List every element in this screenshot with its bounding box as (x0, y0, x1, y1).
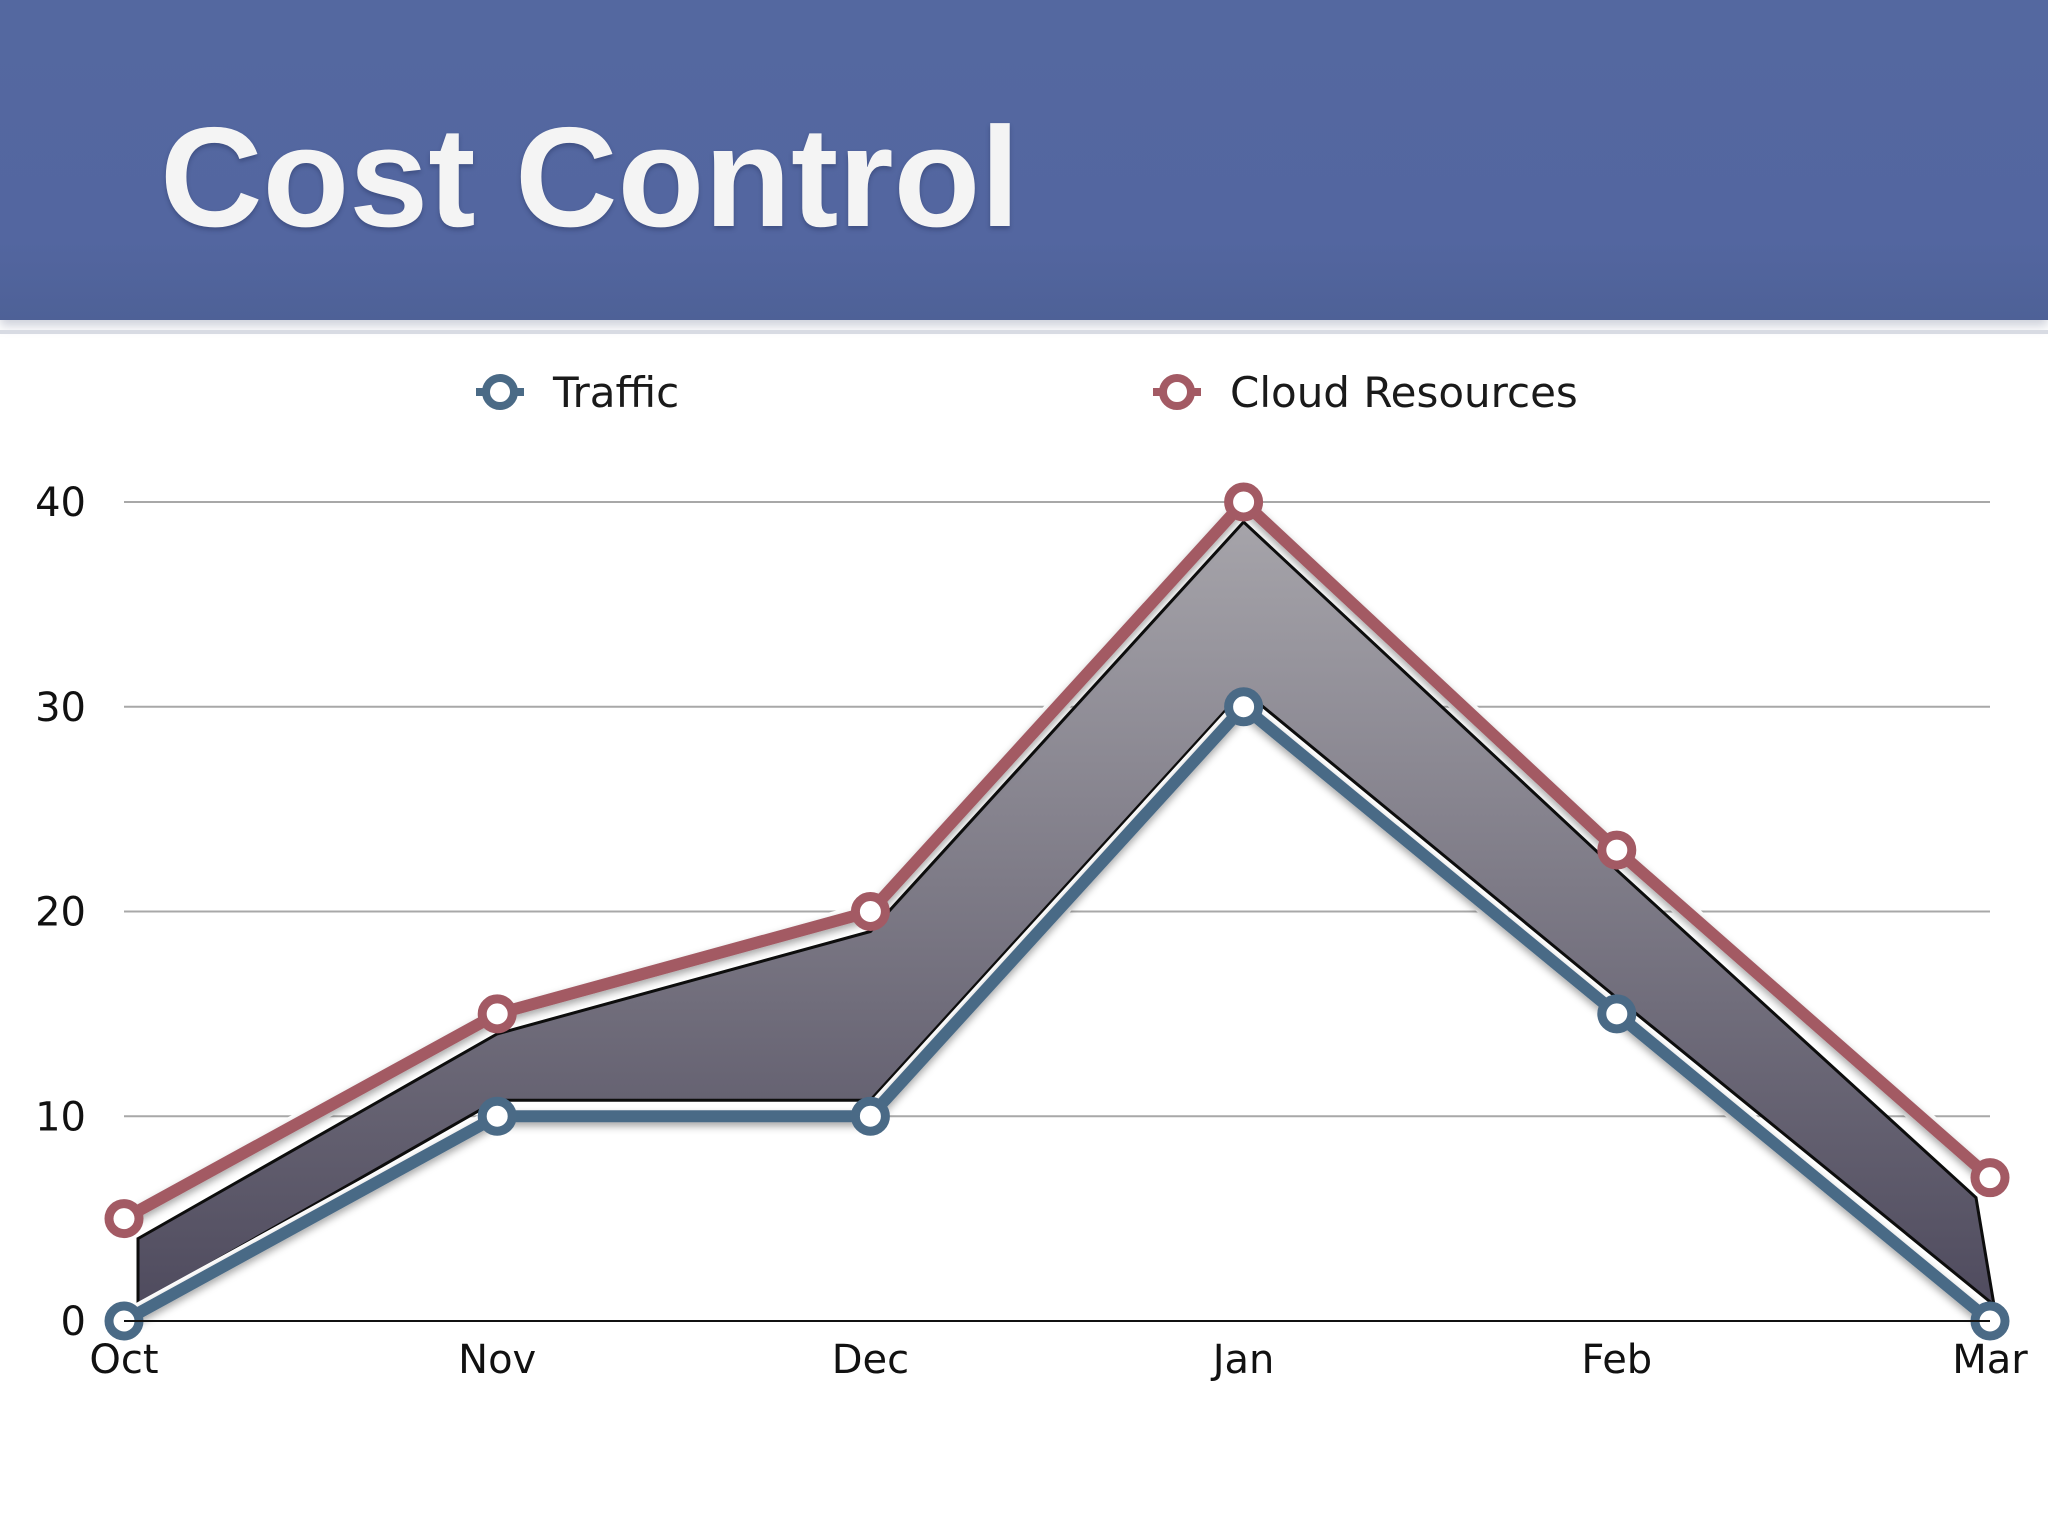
x-tick-label: Dec (832, 1337, 909, 1383)
title-banner (0, 0, 2048, 320)
series-1 (104, 482, 2010, 1239)
y-tick-label: 0 (61, 1299, 86, 1345)
data-point (104, 1199, 144, 1239)
y-tick-label: 30 (35, 685, 86, 731)
y-tick-label: 20 (35, 890, 86, 936)
x-tick-label: Feb (1581, 1337, 1652, 1383)
y-tick-label: 10 (35, 1094, 86, 1140)
x-tick-label: Jan (1210, 1337, 1275, 1383)
axes: 0 10 20 30 40 Oct Nov Dec Jan Feb Mar (35, 480, 2028, 1383)
x-tick-label: Oct (89, 1337, 158, 1383)
legend-item: Traffic (476, 368, 679, 417)
data-point (1970, 1158, 2010, 1198)
series-line (118, 496, 1996, 1225)
legend: Traffic Cloud Resources (476, 368, 1578, 417)
data-point (850, 892, 890, 931)
data-point (1597, 830, 1637, 870)
x-tick-label: Mar (1952, 1337, 2028, 1383)
x-tick-label: Nov (458, 1337, 536, 1383)
y-tick-label: 40 (35, 480, 86, 526)
data-point (1224, 687, 1264, 727)
legend-item: Cloud Resources (1153, 368, 1578, 417)
legend-label: Traffic (552, 368, 679, 417)
title-divider (0, 330, 2048, 334)
series-line (118, 700, 1996, 1327)
legend-marker (1159, 374, 1195, 410)
data-point (1597, 994, 1637, 1034)
data-point (850, 1096, 890, 1136)
legend-marker (482, 374, 518, 410)
legend-label: Cloud Resources (1230, 368, 1578, 417)
slide-title: Cost Control (160, 98, 1020, 257)
data-point (477, 1096, 517, 1136)
data-point (477, 994, 517, 1034)
data-point (1224, 482, 1264, 522)
series-lines (104, 482, 2010, 1341)
